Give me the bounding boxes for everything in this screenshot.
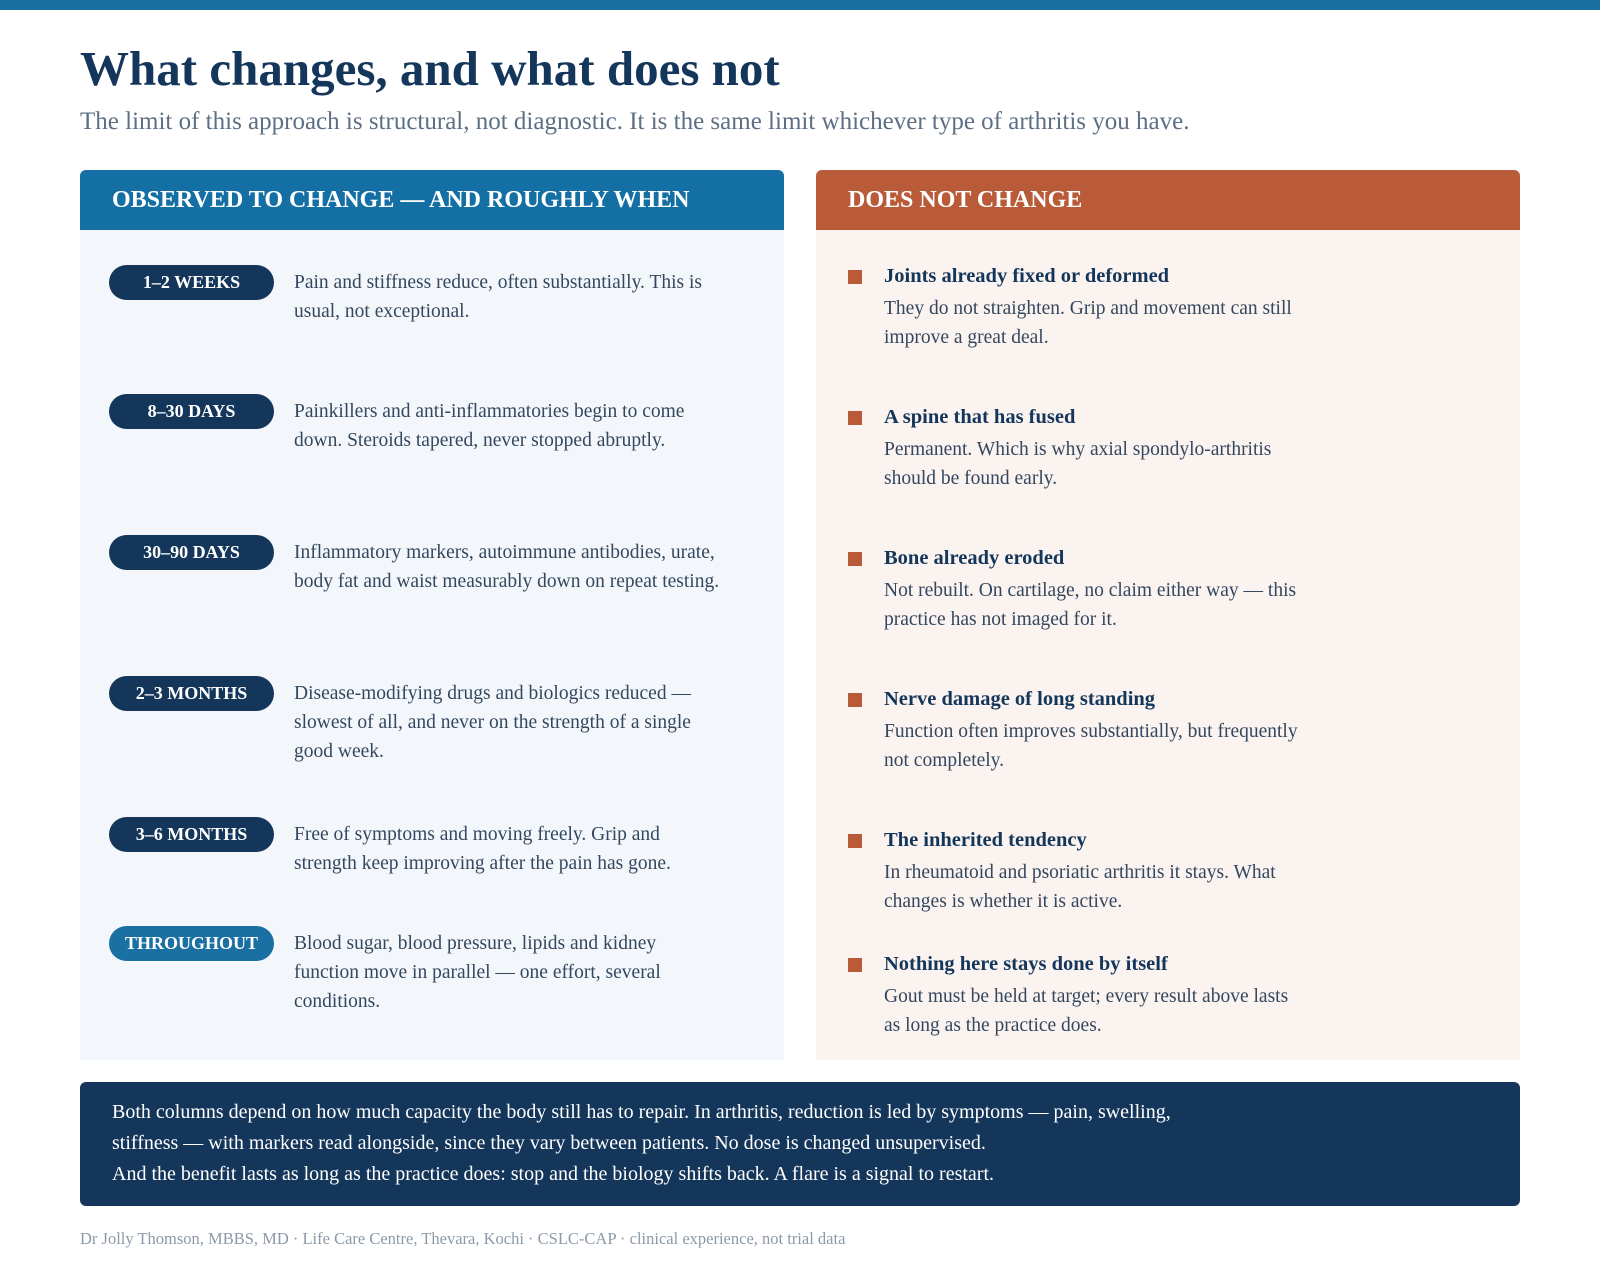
- summary-note: Both columns depend on how much capacity…: [80, 1082, 1520, 1206]
- item-text: Blood sugar, blood pressure, lipids and …: [294, 933, 661, 1012]
- timeline-item: 1–2 WEEKS Pain and stiffness reduce, ofte…: [109, 265, 749, 326]
- item-text: Inflammatory markers, autoimmune antibod…: [294, 542, 720, 592]
- limit-item: Nerve damage of long standing Function of…: [848, 685, 1308, 775]
- item-title: Bone already eroded: [884, 547, 1065, 569]
- time-tag: 30–90 DAYS: [109, 535, 274, 570]
- top-bar: [0, 0, 1600, 10]
- limit-item: The inherited tendency In rheumatoid and …: [848, 826, 1308, 916]
- title: What changes, and what does not: [80, 41, 780, 96]
- timeline-item: 30–90 DAYS Inflammatory markers, autoimmu…: [109, 535, 749, 596]
- nochange-panel: DOES NOT CHANGE Joints already fixed or …: [816, 170, 1520, 1060]
- item-text: Function often improves substantially, b…: [884, 721, 1298, 771]
- time-tag: 2–3 MONTHS: [109, 676, 274, 711]
- item-title: Nothing here stays done by itself: [884, 953, 1168, 975]
- item-title: Nerve damage of long standing: [884, 688, 1156, 710]
- limit-item: A spine that has fused Permanent. Which i…: [848, 403, 1308, 493]
- change-panel: OBSERVED TO CHANGE — AND ROUGHLY WHEN 1–…: [80, 170, 784, 1060]
- item-text: Disease-modifying drugs and biologics re…: [294, 683, 691, 762]
- limit-item: Nothing here stays done by itself Gout mu…: [848, 950, 1308, 1040]
- limit-item: Bone already eroded Not rebuilt. On carti…: [848, 544, 1308, 634]
- note-line: And the benefit lasts as long as the pra…: [112, 1163, 995, 1185]
- item-text: Pain and stiffness reduce, often substan…: [294, 272, 702, 322]
- item-title: The inherited tendency: [884, 829, 1087, 851]
- item-text: Gout must be held at target; every resul…: [884, 986, 1289, 1036]
- time-tag: 3–6 MONTHS: [109, 817, 274, 852]
- item-title: Joints already fixed or deformed: [884, 265, 1170, 287]
- timeline-item: 3–6 MONTHS Free of symptoms and moving fr…: [109, 817, 749, 878]
- item-text: They do not straighten. Grip and movemen…: [884, 298, 1292, 348]
- panel-heading: DOES NOT CHANGE: [816, 170, 1520, 230]
- time-tag: 8–30 DAYS: [109, 394, 274, 429]
- item-text: Permanent. Which is why axial spondylo-a…: [884, 439, 1272, 489]
- item-text: Painkillers and anti-inflammatories begi…: [294, 401, 685, 451]
- timeline-item: 8–30 DAYS Painkillers and anti-inflammato…: [109, 394, 749, 455]
- item-text: Not rebuilt. On cartilage, no claim eith…: [884, 580, 1297, 630]
- timeline-item: 2–3 MONTHS Disease-modifying drugs and bi…: [109, 676, 749, 766]
- item-title: A spine that has fused: [884, 406, 1076, 428]
- time-tag: 1–2 WEEKS: [109, 265, 274, 300]
- note-line: Both columns depend on how much capacity…: [112, 1101, 1171, 1154]
- panel-heading: OBSERVED TO CHANGE — AND ROUGHLY WHEN: [80, 170, 784, 230]
- time-tag: THROUGHOUT: [109, 926, 274, 961]
- timeline-item: THROUGHOUT Blood sugar, blood pressure, l…: [109, 926, 749, 1016]
- limit-item: Joints already fixed or deformed They do …: [848, 262, 1308, 352]
- subtitle: The limit of this approach is structural…: [80, 108, 1190, 135]
- item-text: Free of symptoms and moving freely. Grip…: [294, 824, 671, 874]
- footer: Dr Jolly Thomson, MBBS, MD · Life Care C…: [80, 1229, 846, 1248]
- item-text: In rheumatoid and psoriatic arthritis it…: [884, 862, 1276, 912]
